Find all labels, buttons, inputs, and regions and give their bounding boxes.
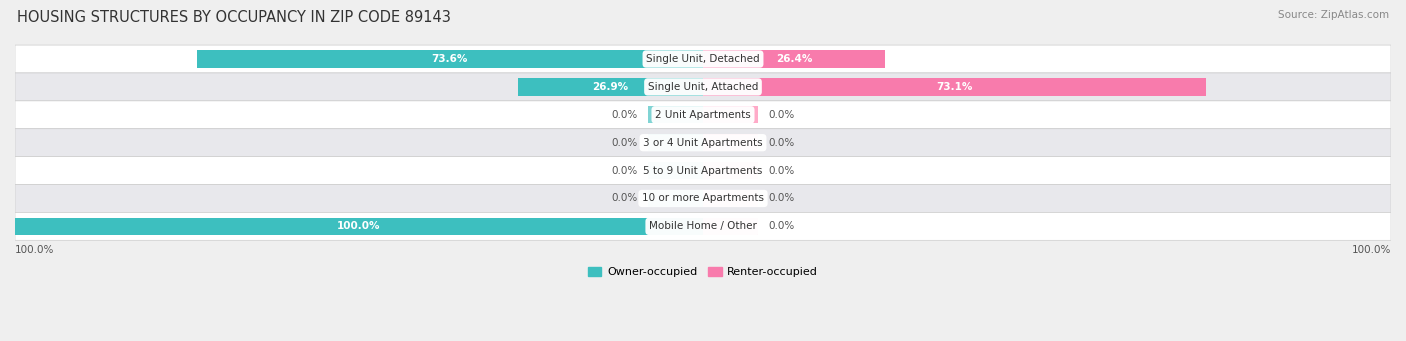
Bar xyxy=(648,134,703,151)
FancyBboxPatch shape xyxy=(15,73,1391,101)
Text: 26.9%: 26.9% xyxy=(592,82,628,92)
FancyBboxPatch shape xyxy=(15,101,1391,129)
Text: Single Unit, Attached: Single Unit, Attached xyxy=(648,82,758,92)
Bar xyxy=(648,162,703,179)
Text: 0.0%: 0.0% xyxy=(768,166,794,176)
Text: 100.0%: 100.0% xyxy=(15,245,55,255)
FancyBboxPatch shape xyxy=(15,212,1391,240)
Text: 26.4%: 26.4% xyxy=(776,54,813,64)
FancyBboxPatch shape xyxy=(15,157,1391,184)
Text: Mobile Home / Other: Mobile Home / Other xyxy=(650,221,756,231)
Text: Source: ZipAtlas.com: Source: ZipAtlas.com xyxy=(1278,10,1389,20)
FancyBboxPatch shape xyxy=(15,45,1391,73)
Text: 5 to 9 Unit Apartments: 5 to 9 Unit Apartments xyxy=(644,166,762,176)
FancyBboxPatch shape xyxy=(15,129,1391,157)
Legend: Owner-occupied, Renter-occupied: Owner-occupied, Renter-occupied xyxy=(583,262,823,282)
Bar xyxy=(197,50,703,68)
Text: 100.0%: 100.0% xyxy=(1351,245,1391,255)
Text: 0.0%: 0.0% xyxy=(768,138,794,148)
Bar xyxy=(703,134,758,151)
Text: 0.0%: 0.0% xyxy=(768,110,794,120)
Bar xyxy=(15,218,703,235)
Text: 2 Unit Apartments: 2 Unit Apartments xyxy=(655,110,751,120)
Text: 0.0%: 0.0% xyxy=(612,110,638,120)
Bar xyxy=(517,78,703,95)
Bar xyxy=(703,190,758,207)
Bar xyxy=(648,190,703,207)
Text: 73.6%: 73.6% xyxy=(432,54,468,64)
Text: 0.0%: 0.0% xyxy=(612,138,638,148)
Text: HOUSING STRUCTURES BY OCCUPANCY IN ZIP CODE 89143: HOUSING STRUCTURES BY OCCUPANCY IN ZIP C… xyxy=(17,10,451,25)
Bar xyxy=(703,162,758,179)
Text: 0.0%: 0.0% xyxy=(768,221,794,231)
Text: 100.0%: 100.0% xyxy=(337,221,381,231)
Bar xyxy=(648,106,703,123)
Text: 3 or 4 Unit Apartments: 3 or 4 Unit Apartments xyxy=(643,138,763,148)
Text: 73.1%: 73.1% xyxy=(936,82,973,92)
Bar xyxy=(703,50,884,68)
Text: Single Unit, Detached: Single Unit, Detached xyxy=(647,54,759,64)
Bar xyxy=(703,218,758,235)
Text: 0.0%: 0.0% xyxy=(612,166,638,176)
Bar xyxy=(703,78,1206,95)
FancyBboxPatch shape xyxy=(15,184,1391,212)
Text: 0.0%: 0.0% xyxy=(768,193,794,204)
Bar xyxy=(703,106,758,123)
Text: 0.0%: 0.0% xyxy=(612,193,638,204)
Text: 10 or more Apartments: 10 or more Apartments xyxy=(643,193,763,204)
